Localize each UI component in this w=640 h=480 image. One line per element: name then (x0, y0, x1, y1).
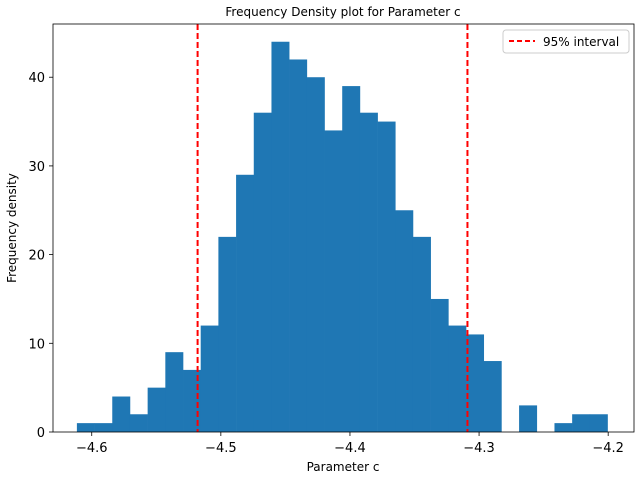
histogram-bar (94, 423, 113, 432)
histogram-bar (271, 41, 290, 433)
histogram-bar (466, 334, 485, 432)
legend-label-interval: 95% interval (543, 35, 619, 49)
x-axis-label: Parameter c (307, 460, 380, 474)
histogram-bar (342, 86, 361, 432)
histogram-bar (395, 210, 414, 432)
histogram-bar (236, 174, 255, 432)
legend: 95% interval (502, 29, 630, 54)
histogram-bar (324, 130, 343, 432)
histogram-bar (483, 361, 502, 432)
histogram-bar (76, 423, 95, 432)
histogram-bar (430, 298, 449, 432)
histogram-bar (129, 414, 148, 432)
histogram-bar (377, 121, 396, 432)
x-tick-label: −4.3 (463, 441, 495, 456)
histogram-bar (519, 405, 538, 432)
histogram-bar (359, 112, 378, 432)
legend-box (502, 29, 630, 54)
y-tick-label: 40 (28, 71, 45, 86)
y-tick-label: 0 (37, 426, 45, 441)
histogram-bar (448, 325, 467, 432)
y-tick-label: 20 (28, 249, 45, 264)
histogram-bar (306, 77, 325, 432)
x-tick-label: −4.6 (76, 441, 108, 456)
x-tick-label: −4.2 (592, 441, 624, 456)
y-tick-label: 10 (28, 337, 45, 352)
histogram-bar (147, 387, 166, 432)
x-tick-label: −4.5 (205, 441, 237, 456)
interval-lines (196, 24, 469, 432)
histogram-bar (572, 414, 591, 432)
x-axis-ticks: −4.6 −4.5 −4.4 −4.3 −4.2 (76, 432, 624, 456)
x-tick-label: −4.4 (334, 441, 366, 456)
histogram-bar (253, 112, 272, 432)
y-axis-label: Frequency density (5, 173, 19, 283)
histogram-bar (289, 59, 308, 432)
histogram-bar (412, 236, 431, 432)
histogram-bar (554, 423, 573, 432)
chart-title: Frequency Density plot for Parameter c (225, 5, 460, 19)
histogram-bar (218, 236, 237, 432)
plot-area-frame (52, 23, 635, 433)
histogram-bar (112, 396, 131, 432)
y-axis-ticks: 0 10 20 30 40 (28, 71, 53, 441)
histogram-bar (183, 369, 201, 432)
histogram-bar (165, 352, 184, 432)
histogram-bar (589, 414, 608, 432)
histogram-bars (76, 41, 608, 433)
histogram-bar (200, 325, 219, 432)
y-tick-label: 30 (28, 160, 45, 175)
